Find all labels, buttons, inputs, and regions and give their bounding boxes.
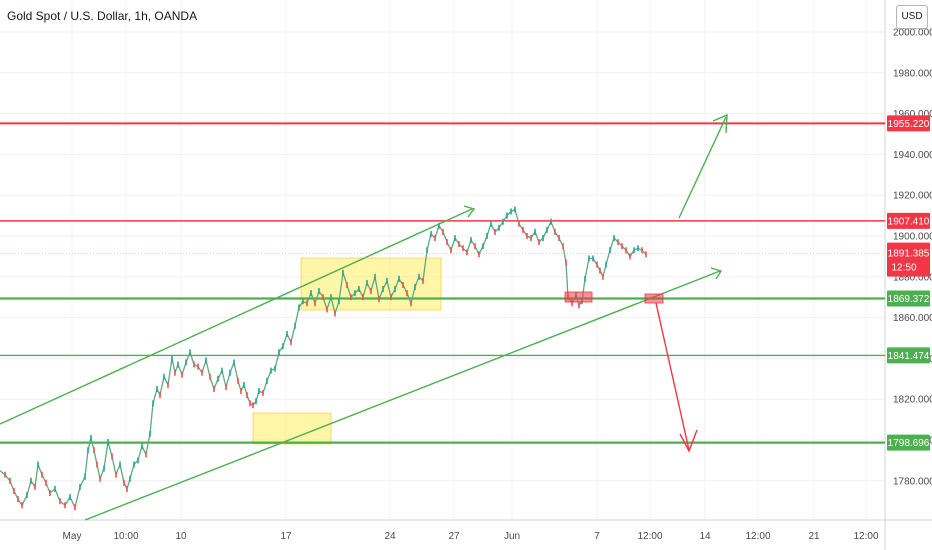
x-tick-label: 10:00 xyxy=(113,531,138,542)
price-level-badge xyxy=(887,115,930,132)
channel-lower-arrowhead xyxy=(710,267,723,280)
y-tick-label: 1900.000 xyxy=(893,232,932,243)
x-tick-label: 12:00 xyxy=(637,531,662,542)
x-tick-label: 7 xyxy=(594,531,600,542)
x-tick-label: 10 xyxy=(175,531,187,542)
x-tick-label: 12:00 xyxy=(853,531,878,542)
bullish-arrowhead xyxy=(712,113,728,134)
price-level-label: 1841.474 xyxy=(888,351,930,362)
consolidation-zone xyxy=(300,257,442,311)
bearish-projection-arrow xyxy=(655,302,690,451)
y-tick-label: 2000.000 xyxy=(893,28,932,39)
marker-box xyxy=(644,293,664,304)
chart-title: Gold Spot / U.S. Dollar, 1h, OANDA xyxy=(7,9,198,23)
x-tick-label: 17 xyxy=(280,531,292,542)
price-level-label: 1869.372 xyxy=(888,294,930,305)
channel-lower-line xyxy=(84,270,721,521)
x-tick-label: 14 xyxy=(699,531,711,542)
x-tick-label: 24 xyxy=(384,531,396,542)
marker-box xyxy=(564,291,593,303)
price-level-label: 1955.220 xyxy=(888,119,930,130)
y-tick-label: 1920.000 xyxy=(893,191,932,202)
x-tick-label: May xyxy=(63,531,82,542)
channel-upper-line xyxy=(0,208,473,425)
y-tick-label: 1980.000 xyxy=(893,68,932,79)
price-level-label: 1907.410 xyxy=(888,216,930,227)
current-price-value: 1891.385 xyxy=(888,249,930,260)
channel-upper-arrowhead xyxy=(463,205,476,218)
currency-selector[interactable]: USD xyxy=(896,5,928,29)
y-tick-label: 1960.000 xyxy=(893,109,932,120)
y-tick-label: 1860.000 xyxy=(893,313,932,324)
price-level-badge xyxy=(887,212,930,229)
price-level-badge xyxy=(887,290,930,307)
current-price-badge xyxy=(887,242,930,277)
y-tick-label: 1820.000 xyxy=(893,395,932,406)
x-tick-label: 12:00 xyxy=(745,531,770,542)
bar-countdown: 12:50 xyxy=(891,263,916,274)
x-tick-label: 27 xyxy=(448,531,460,542)
y-tick-label: 1880.000 xyxy=(893,272,932,283)
x-tick-label: 21 xyxy=(808,531,820,542)
y-tick-label: 1780.000 xyxy=(893,476,932,487)
bearish-arrowhead xyxy=(679,429,698,453)
bullish-projection-arrow xyxy=(678,116,727,219)
x-tick-label: Jun xyxy=(504,531,520,542)
price-level-badge xyxy=(887,434,930,451)
price-level-badge xyxy=(887,347,930,364)
price-level-label: 1798.696 xyxy=(888,438,930,449)
y-tick-label: 1940.000 xyxy=(893,150,932,161)
